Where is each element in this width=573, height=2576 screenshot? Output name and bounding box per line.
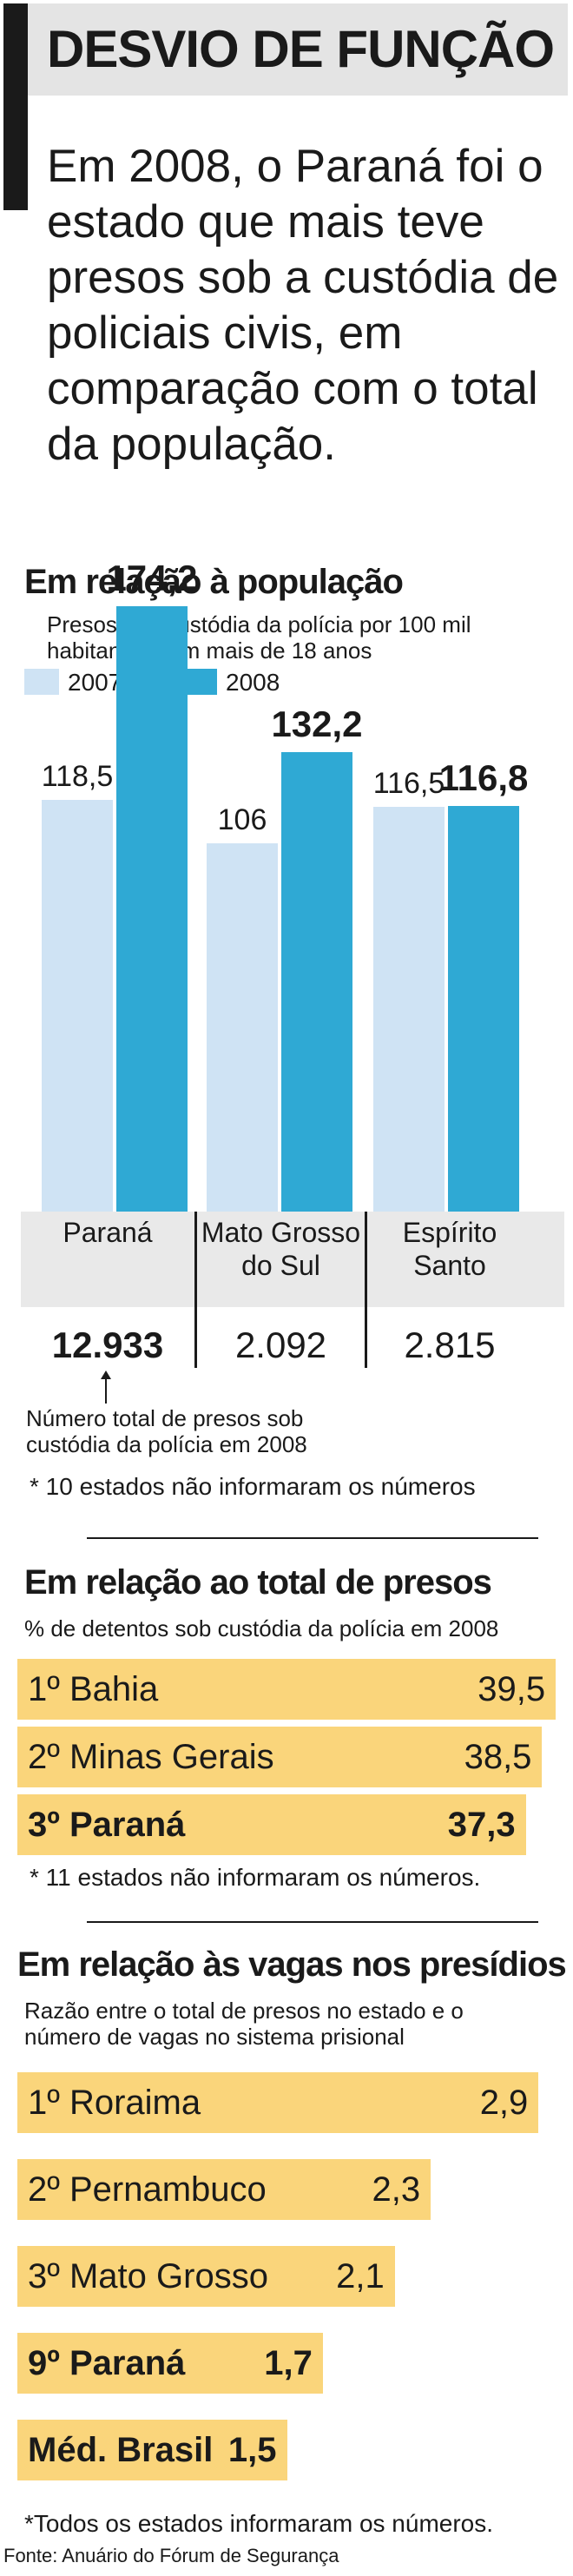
source-credit: Fonte: Anuário do Fórum de Segurança bbox=[3, 2545, 339, 2566]
bar-2008-0 bbox=[116, 606, 188, 1212]
total-es: 2.815 bbox=[404, 1324, 496, 1365]
page-title: DESVIO DE FUNÇÃO bbox=[47, 20, 555, 78]
category-label-parana: Paraná bbox=[63, 1217, 153, 1248]
bar-label-2007-0: 118,5 bbox=[41, 760, 114, 793]
bar-label-2008-2: 116,8 bbox=[438, 756, 529, 798]
chart1-note: * 10 estados não informaram os números bbox=[30, 1473, 476, 1500]
total-ms: 2.092 bbox=[234, 1324, 327, 1365]
hbar-label-1-0: 1º Bahia bbox=[28, 1670, 159, 1708]
separator-1 bbox=[194, 1212, 197, 1368]
hbar-value-2-3: 1,7 bbox=[264, 2344, 313, 2382]
bar-2008-1 bbox=[281, 752, 352, 1212]
chart3-subtitle: Razão entre o total de presos no estado … bbox=[24, 1998, 464, 2050]
divider-2 bbox=[87, 1921, 538, 1923]
chart3-note: *Todos os estados informaram os números. bbox=[24, 2510, 494, 2537]
hbar-1-2 bbox=[17, 1794, 526, 1855]
hbar-label-1-2: 3º Paraná bbox=[28, 1806, 186, 1844]
chart2-subtitle: % de detentos sob custódia da polícia em… bbox=[24, 1615, 499, 1641]
hbar-label-1-1: 2º Minas Gerais bbox=[28, 1738, 274, 1776]
hbar-2-1 bbox=[17, 2159, 431, 2220]
legend-swatch-2007 bbox=[24, 669, 59, 695]
separator-2 bbox=[365, 1212, 367, 1368]
hbar-value-2-1: 2,3 bbox=[372, 2170, 421, 2209]
bar-label-2008-1: 132,2 bbox=[271, 703, 363, 745]
hbar-label-2-2: 3º Mato Grosso bbox=[28, 2257, 268, 2295]
hbar-value-2-2: 2,1 bbox=[336, 2257, 385, 2295]
hbar-label-2-1: 2º Pernambuco bbox=[28, 2170, 267, 2209]
hbar-1-0 bbox=[17, 1659, 557, 1720]
title-bar bbox=[3, 3, 568, 96]
hbar-1-1 bbox=[17, 1727, 543, 1787]
bar-label-2008-0: 174,2 bbox=[106, 558, 198, 599]
legend-label-2008: 2008 bbox=[226, 669, 280, 696]
legend-swatch-2008 bbox=[182, 669, 217, 695]
bar-2008-2 bbox=[448, 805, 519, 1212]
hbar-label-2-4: Méd. Brasil bbox=[28, 2431, 214, 2469]
hbar-value-1-1: 38,5 bbox=[464, 1738, 532, 1776]
category-label-ms: Mato Grosso do Sul bbox=[201, 1217, 361, 1281]
legend-label-2007: 2007 bbox=[68, 669, 122, 696]
intro-text: Em 2008, o Paraná foi o estado que mais … bbox=[47, 141, 559, 470]
totals-annotation: Número total de presos sob custódia da p… bbox=[26, 1405, 307, 1457]
arrow-up-icon bbox=[101, 1371, 111, 1404]
bar-label-2007-1: 106 bbox=[217, 803, 267, 836]
hbar-value-1-2: 37,3 bbox=[447, 1806, 516, 1844]
hbar-value-1-0: 39,5 bbox=[478, 1670, 546, 1708]
bar-2007-1 bbox=[207, 843, 278, 1212]
bar-2007-2 bbox=[373, 807, 445, 1212]
divider-1 bbox=[87, 1537, 538, 1539]
bar-label-2007-2: 116,5 bbox=[372, 767, 445, 800]
chart2-title: Em relação ao total de presos bbox=[24, 1563, 492, 1602]
hbar-2-0 bbox=[17, 2072, 539, 2133]
chart1-title: Em relação à população bbox=[24, 563, 404, 601]
category-label-band bbox=[21, 1212, 564, 1307]
hbar-value-2-4: 1,5 bbox=[227, 2431, 277, 2469]
hbar-label-2-3: 9º Paraná bbox=[28, 2344, 186, 2382]
chart3-title: Em relação às vagas nos presídios bbox=[17, 1945, 567, 1984]
hbar-value-2-0: 2,9 bbox=[479, 2084, 529, 2122]
bar-2007-0 bbox=[42, 800, 113, 1212]
title-accent bbox=[3, 3, 28, 210]
category-label-es: Espírito Santo bbox=[402, 1217, 497, 1281]
total-parana: 12.933 bbox=[51, 1324, 164, 1365]
hbar-2-2 bbox=[17, 2246, 395, 2307]
hbar-2-4 bbox=[17, 2420, 287, 2480]
hbar-label-2-0: 1º Roraima bbox=[28, 2084, 201, 2122]
hbar-2-3 bbox=[17, 2333, 323, 2394]
chart2-note: * 11 estados não informaram os números. bbox=[30, 1864, 481, 1891]
